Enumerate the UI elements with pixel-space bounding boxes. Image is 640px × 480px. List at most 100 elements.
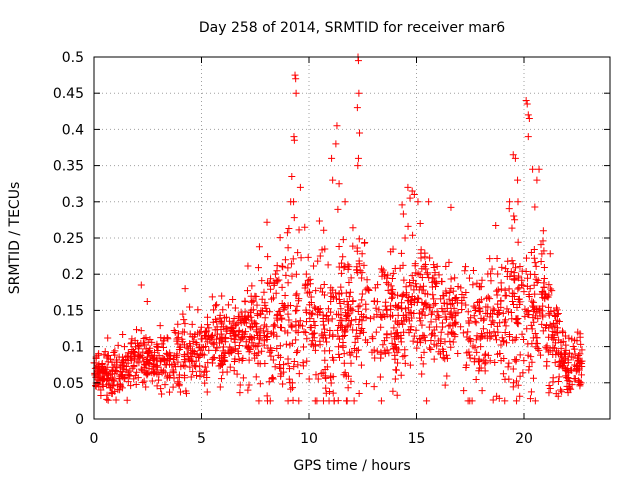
data-point xyxy=(520,357,528,365)
data-point xyxy=(163,334,171,342)
data-point xyxy=(302,306,310,314)
data-point xyxy=(577,340,585,348)
data-point xyxy=(274,351,282,359)
data-point xyxy=(289,255,297,263)
data-point xyxy=(148,377,156,385)
data-point xyxy=(109,367,117,375)
data-point xyxy=(555,318,563,326)
data-point xyxy=(513,377,521,385)
data-point xyxy=(175,371,183,379)
data-point xyxy=(574,328,582,336)
data-point xyxy=(154,343,162,351)
data-point xyxy=(357,361,365,369)
data-point xyxy=(313,397,321,405)
data-point xyxy=(284,279,292,287)
data-point xyxy=(238,357,246,365)
data-point xyxy=(140,357,148,365)
data-point xyxy=(440,292,448,300)
data-point xyxy=(423,269,431,277)
data-point xyxy=(368,348,376,356)
data-point xyxy=(521,305,529,313)
data-point xyxy=(121,374,129,382)
data-point xyxy=(210,354,218,362)
data-point xyxy=(546,385,554,393)
data-point xyxy=(158,390,166,398)
data-point xyxy=(373,298,381,306)
data-point xyxy=(511,356,519,364)
data-point xyxy=(309,337,317,345)
data-point xyxy=(549,344,557,352)
data-point xyxy=(414,294,422,302)
data-point xyxy=(269,356,277,364)
data-point xyxy=(335,295,343,303)
data-point xyxy=(350,397,358,405)
data-point xyxy=(246,333,254,341)
data-point xyxy=(296,317,304,325)
data-point xyxy=(103,395,111,403)
data-point xyxy=(492,221,500,229)
data-point xyxy=(490,328,498,336)
data-point xyxy=(409,276,417,284)
data-point xyxy=(497,285,505,293)
data-point xyxy=(252,326,260,334)
data-point xyxy=(377,265,385,273)
data-point xyxy=(333,310,341,318)
data-point xyxy=(116,364,124,372)
data-point xyxy=(392,366,400,374)
data-point xyxy=(345,310,353,318)
data-point xyxy=(120,343,128,351)
data-point xyxy=(294,249,302,257)
data-point xyxy=(299,359,307,367)
data-point xyxy=(354,57,362,65)
data-point xyxy=(250,350,258,358)
data-point xyxy=(95,363,103,371)
data-point xyxy=(377,354,385,362)
data-point xyxy=(347,306,355,314)
y-axis-label: SRMTID / TECUs xyxy=(7,182,23,295)
data-point xyxy=(148,369,156,377)
data-point xyxy=(273,267,281,275)
data-point xyxy=(325,347,333,355)
data-point xyxy=(263,397,271,405)
data-point xyxy=(227,323,235,331)
data-point xyxy=(446,288,454,296)
data-point xyxy=(471,317,479,325)
data-point xyxy=(342,372,350,380)
data-point xyxy=(208,293,216,301)
data-point xyxy=(429,291,437,299)
data-point xyxy=(169,383,177,391)
data-point xyxy=(526,395,534,403)
data-point xyxy=(104,396,112,404)
data-point xyxy=(198,343,206,351)
data-point xyxy=(227,349,235,357)
data-point xyxy=(486,255,494,263)
data-point xyxy=(451,319,459,327)
data-point xyxy=(399,320,407,328)
data-point xyxy=(284,302,292,310)
data-point xyxy=(132,380,140,388)
data-point xyxy=(358,317,366,325)
data-point xyxy=(253,301,261,309)
data-point xyxy=(559,329,567,337)
data-point xyxy=(134,351,142,359)
data-point xyxy=(321,374,329,382)
data-point xyxy=(529,314,537,322)
data-point xyxy=(518,267,526,275)
data-point xyxy=(260,288,268,296)
data-point xyxy=(118,358,126,366)
data-point xyxy=(530,318,538,326)
data-point xyxy=(376,373,384,381)
data-point xyxy=(370,383,378,391)
data-point xyxy=(479,316,487,324)
data-point xyxy=(309,309,317,317)
data-point xyxy=(226,343,234,351)
data-point xyxy=(267,285,275,293)
data-point xyxy=(320,281,328,289)
data-point xyxy=(416,283,424,291)
data-point xyxy=(489,305,497,313)
data-point xyxy=(263,308,271,316)
data-point xyxy=(323,363,331,371)
data-point xyxy=(506,273,514,281)
data-point xyxy=(276,342,284,350)
data-point xyxy=(356,129,364,137)
